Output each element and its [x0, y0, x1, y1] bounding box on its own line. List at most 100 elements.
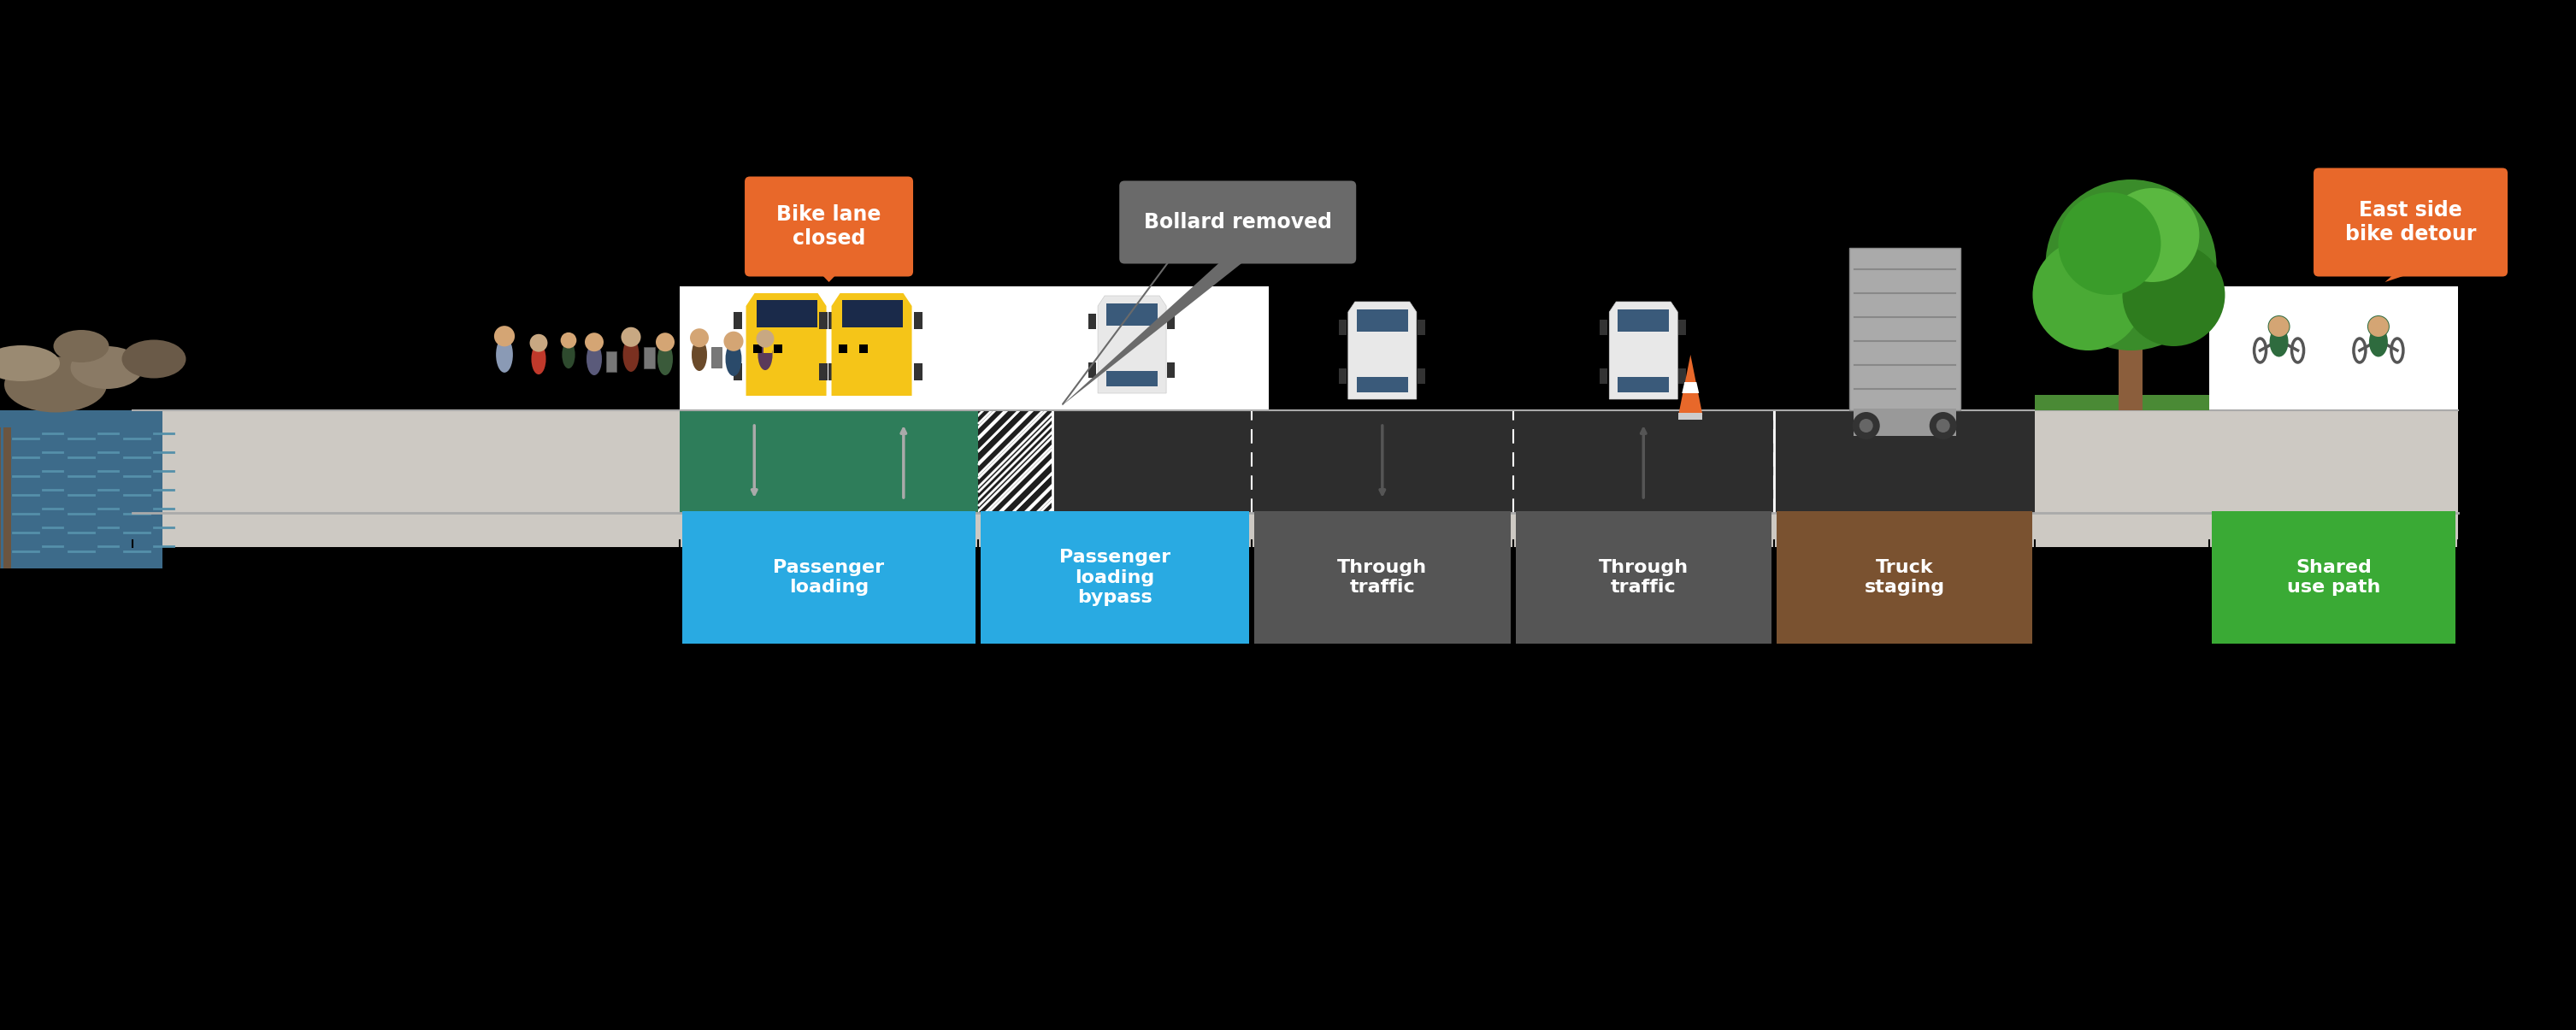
- Text: 22': 22': [394, 562, 420, 579]
- Ellipse shape: [54, 330, 108, 363]
- Bar: [1777, 511, 2032, 644]
- Bar: [1108, 371, 1157, 386]
- Bar: [1512, 410, 1775, 513]
- Bar: [1252, 410, 1512, 513]
- Ellipse shape: [693, 339, 706, 371]
- Bar: [1358, 377, 1409, 392]
- Bar: [752, 344, 762, 353]
- Circle shape: [657, 333, 675, 351]
- Bar: [842, 300, 902, 328]
- Bar: [680, 286, 979, 410]
- Bar: [1600, 319, 1607, 335]
- Bar: [1618, 377, 1669, 392]
- Bar: [2035, 394, 2210, 410]
- Ellipse shape: [70, 346, 144, 389]
- Ellipse shape: [121, 340, 185, 378]
- Bar: [131, 410, 680, 513]
- Ellipse shape: [726, 342, 742, 376]
- Text: 6': 6': [896, 562, 912, 579]
- Bar: [848, 344, 858, 353]
- Bar: [868, 344, 878, 353]
- Bar: [757, 300, 817, 328]
- Circle shape: [2267, 315, 2290, 338]
- Text: 10': 10': [2321, 562, 2347, 579]
- Circle shape: [2105, 188, 2200, 282]
- Bar: [1090, 363, 1097, 378]
- Bar: [1255, 511, 1510, 644]
- Bar: [783, 344, 793, 353]
- Bar: [734, 312, 742, 330]
- Polygon shape: [1097, 296, 1167, 393]
- Bar: [819, 312, 827, 330]
- Text: 6': 6': [747, 562, 762, 579]
- Bar: [1850, 248, 1960, 410]
- Bar: [2210, 410, 2458, 513]
- Text: 8': 8': [1144, 562, 1159, 579]
- Bar: [1417, 369, 1425, 384]
- Circle shape: [690, 329, 708, 347]
- Bar: [1600, 369, 1607, 384]
- Bar: [734, 364, 742, 380]
- Circle shape: [562, 333, 577, 348]
- Bar: [680, 410, 829, 513]
- Circle shape: [2269, 318, 2287, 335]
- Text: Bollard removed: Bollard removed: [1144, 212, 1332, 233]
- Text: Truck
staging: Truck staging: [1865, 559, 1945, 596]
- Ellipse shape: [757, 339, 773, 370]
- Bar: [827, 364, 837, 380]
- Bar: [914, 312, 922, 330]
- Circle shape: [1937, 419, 1950, 433]
- Bar: [1054, 410, 1252, 513]
- Circle shape: [1860, 419, 1873, 433]
- Polygon shape: [1682, 382, 1700, 393]
- Circle shape: [2367, 316, 2388, 337]
- Bar: [1167, 314, 1175, 330]
- Ellipse shape: [5, 356, 106, 412]
- Bar: [827, 312, 837, 330]
- Circle shape: [531, 334, 549, 352]
- Circle shape: [585, 333, 603, 351]
- Ellipse shape: [0, 345, 59, 381]
- Bar: [762, 344, 773, 353]
- Bar: [979, 410, 1054, 513]
- Bar: [819, 364, 827, 380]
- Polygon shape: [1347, 302, 1417, 400]
- Bar: [1340, 319, 1347, 335]
- Bar: [644, 347, 654, 368]
- Polygon shape: [817, 270, 840, 282]
- Ellipse shape: [497, 337, 513, 373]
- Text: Through
traffic: Through traffic: [1337, 559, 1427, 596]
- Bar: [837, 344, 848, 353]
- Text: Through
traffic: Through traffic: [1600, 559, 1687, 596]
- Bar: [2210, 286, 2458, 410]
- Text: 10½': 10½': [1360, 562, 1404, 579]
- Bar: [2035, 410, 2210, 513]
- FancyBboxPatch shape: [1121, 181, 1355, 264]
- Ellipse shape: [623, 338, 639, 372]
- Bar: [605, 351, 616, 372]
- Bar: [1358, 309, 1409, 332]
- Text: Bike lane
closed: Bike lane closed: [775, 204, 881, 248]
- Circle shape: [621, 328, 641, 347]
- Polygon shape: [1610, 302, 1677, 400]
- Bar: [1680, 319, 1687, 335]
- Polygon shape: [747, 294, 827, 396]
- Bar: [773, 344, 783, 353]
- Polygon shape: [2385, 270, 2421, 282]
- Bar: [1090, 314, 1097, 330]
- Circle shape: [757, 330, 775, 347]
- Bar: [1775, 410, 2035, 513]
- Ellipse shape: [531, 344, 546, 375]
- Text: East side
bike detour: East side bike detour: [2344, 200, 2476, 244]
- FancyBboxPatch shape: [2313, 168, 2506, 276]
- Ellipse shape: [587, 343, 603, 375]
- Ellipse shape: [657, 343, 672, 375]
- Circle shape: [495, 325, 515, 346]
- Bar: [858, 344, 868, 353]
- Bar: [1515, 511, 1772, 644]
- Bar: [0, 410, 162, 569]
- Circle shape: [2032, 239, 2143, 350]
- Bar: [1108, 304, 1157, 325]
- Text: 7': 7': [2115, 562, 2130, 579]
- Circle shape: [2045, 179, 2215, 350]
